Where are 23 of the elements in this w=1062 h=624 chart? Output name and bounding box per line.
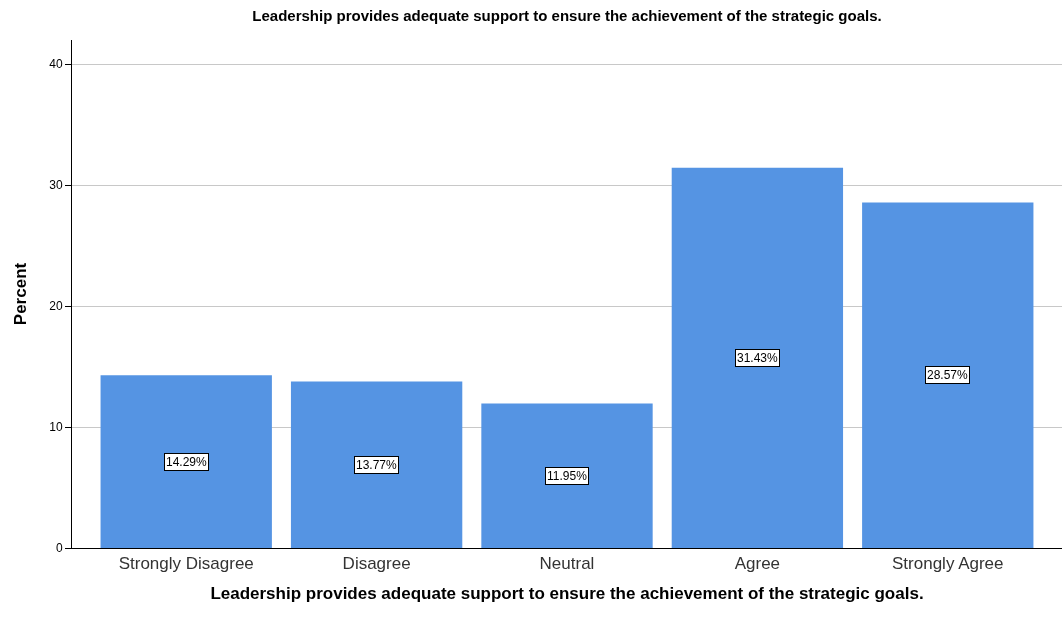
bar <box>671 167 844 548</box>
y-tick-label: 10 <box>49 420 63 435</box>
bar <box>100 375 272 548</box>
data-label: 28.57% <box>927 368 969 382</box>
y-tick-label: 20 <box>49 299 63 314</box>
x-tick-label: Strongly Disagree <box>118 554 254 574</box>
bar <box>862 202 1034 548</box>
y-tick-label: 0 <box>55 541 63 556</box>
x-tick-label: Neutral <box>539 554 595 574</box>
data-label: 14.29% <box>166 455 208 469</box>
x-tick-label: Disagree <box>342 554 411 574</box>
x-tick-label: Strongly Agree <box>892 554 1004 574</box>
bar <box>481 403 653 548</box>
data-label: 13.77% <box>356 458 398 472</box>
y-tick-label: 40 <box>49 57 63 72</box>
data-label: 11.95% <box>547 469 588 483</box>
y-tick-label: 30 <box>49 178 63 193</box>
x-tick-label: Agree <box>734 554 781 574</box>
x-axis-title: Leadership provides adequate support to ensure the achievement of the strategic goals. <box>210 583 924 603</box>
bar <box>290 381 463 548</box>
chart-title: Leadership provides adequate support to ensure the achievement of the strategic goals. <box>252 6 882 24</box>
data-label: 31.43% <box>737 351 779 365</box>
y-axis-title: Percent <box>10 262 30 326</box>
